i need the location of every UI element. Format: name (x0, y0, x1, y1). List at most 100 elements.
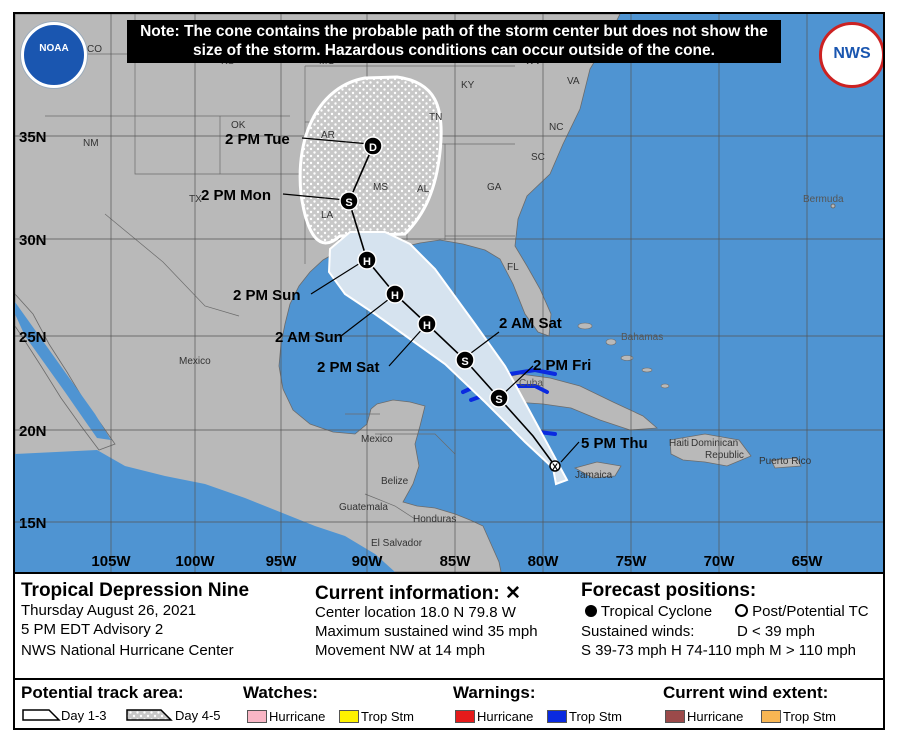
land-jamaica (573, 461, 622, 479)
lat-35n: 35N (19, 129, 47, 146)
label-2am-sat: 2 AM Sat (499, 315, 562, 332)
hurricane-warning-swatch (455, 710, 475, 723)
place-al: AL (417, 184, 430, 195)
lat-25n: 25N (19, 329, 47, 346)
forecast-point-mon: S (339, 191, 359, 211)
svg-text:S: S (495, 394, 502, 406)
lat-30n: 30N (19, 232, 47, 249)
lon-100w: 100W (175, 553, 215, 570)
place-republic: Republic (705, 450, 744, 461)
place-nm: NM (83, 138, 99, 149)
warnings-heading: Warnings: (453, 683, 536, 702)
storm-advisory: 5 PM EDT Advisory 2 (21, 621, 164, 638)
track-area-heading: Potential track area: (21, 683, 184, 702)
place-el-salvador: El Salvador (371, 538, 423, 549)
svg-text:S: S (345, 197, 352, 209)
forecast-point-sat-pm: H (417, 314, 437, 334)
current-position-marker: X (549, 460, 561, 472)
forecast-point-sat-am: S (455, 350, 475, 370)
place-guatemala: Guatemala (339, 502, 388, 513)
wind-extent-heading: Current wind extent: (663, 683, 829, 702)
hurricane-warning-label: Hurricane (477, 709, 534, 724)
lon-70w: 70W (704, 553, 736, 570)
current-x-icon: ✕ (505, 583, 521, 604)
svg-text:D: D (369, 142, 377, 154)
label-2pm-mon: 2 PM Mon (201, 187, 271, 204)
current-heading: Current information: ✕ (315, 583, 521, 604)
label-2pm-tue: 2 PM Tue (225, 131, 290, 148)
place-bahamas: Bahamas (621, 332, 663, 343)
trop-storm-warning-swatch (547, 710, 567, 723)
place-co: CO (87, 44, 102, 55)
place-jamaica: Jamaica (575, 470, 613, 481)
land-bermuda (830, 203, 836, 209)
svg-text:S: S (461, 356, 468, 368)
land-puerto-rico (770, 457, 802, 469)
svg-text:X: X (552, 462, 558, 472)
place-haiti: Haiti (669, 438, 689, 449)
trop-storm-watch-label: Trop Stm (361, 709, 414, 724)
trop-storm-warning-label: Trop Stm (569, 709, 622, 724)
disclaimer-note: Note: The cone contains the probable pat… (127, 20, 781, 63)
lon-65w: 65W (792, 553, 824, 570)
hurricane-watch-swatch (247, 710, 267, 723)
trop-storm-wind-label: Trop Stm (783, 709, 836, 724)
graticule (15, 14, 883, 572)
place-ok: OK (231, 120, 246, 131)
intensity-key: S 39-73 mph H 74-110 mph M > 110 mph (581, 642, 857, 659)
tropical-cyclone-key: Tropical Cyclone (585, 603, 712, 620)
label-5pm-thu: 5 PM Thu (581, 435, 648, 452)
lon-105w: 105W (91, 553, 131, 570)
movement: Movement NW at 14 mph (315, 642, 486, 659)
svg-text:H: H (423, 320, 431, 332)
place-cuba: Cuba (519, 378, 543, 389)
lat-15n: 15N (19, 515, 47, 532)
gulf-of-california (15, 302, 111, 440)
forecast-point-fri: S (489, 388, 509, 408)
place-bermuda: Bermuda (803, 194, 844, 205)
place-la: LA (321, 210, 334, 221)
label-2pm-fri: 2 PM Fri (533, 357, 591, 374)
forecast-point-sun-pm: H (357, 250, 377, 270)
trop-storm-wind-swatch (761, 710, 781, 723)
max-wind: Maximum sustained wind 35 mph (315, 623, 538, 640)
lon-80w: 80W (528, 553, 560, 570)
label-2pm-sun: 2 PM Sun (233, 287, 301, 304)
label-leaders (282, 137, 580, 463)
forecast-map: S S H H H S D X 2 PM Tue (15, 14, 883, 572)
watches-heading: Watches: (243, 683, 318, 702)
hurricane-wind-swatch (665, 710, 685, 723)
hurricane-wind-label: Hurricane (687, 709, 744, 724)
forecast-graphic: S S H H H S D X 2 PM Tue (13, 12, 885, 730)
legend-panel: Tropical Depression Nine Thursday August… (15, 572, 883, 728)
land-hispaniola (669, 433, 752, 467)
storm-title: Tropical Depression Nine (21, 580, 250, 601)
depression-key: D < 39 mph (737, 623, 815, 640)
nws-logo: NWS (819, 22, 883, 88)
lon-85w: 85W (440, 553, 472, 570)
place-fl: FL (507, 262, 519, 273)
place-va: VA (567, 76, 580, 87)
lon-95w: 95W (266, 553, 298, 570)
storm-date: Thursday August 26, 2021 (21, 602, 197, 619)
place-dominican: Dominican (691, 438, 738, 449)
trop-storm-watch-swatch (339, 710, 359, 723)
place-belize: Belize (381, 476, 409, 487)
place-ms: MS (373, 182, 388, 193)
lon-90w: 90W (352, 553, 384, 570)
issuing-center: NWS National Hurricane Center (21, 642, 234, 659)
place-ga: GA (487, 182, 502, 193)
open-circle-icon (735, 604, 748, 617)
day-4-5-icon (126, 709, 173, 721)
cone-day-4-5 (298, 75, 443, 245)
filled-circle-icon (585, 605, 597, 617)
place-ar: AR (321, 130, 335, 141)
place-mexico-south: Mexico (361, 434, 393, 445)
forecast-point-tue: D (363, 136, 383, 156)
day-4-5-label: Day 4-5 (175, 708, 221, 723)
forecast-point-sun-am: H (385, 284, 405, 304)
lat-20n: 20N (19, 423, 47, 440)
pacific-coast (15, 450, 395, 572)
hurricane-watch-label: Hurricane (269, 709, 326, 724)
legend-keys: Potential track area: Day 1-3 Day 4-5 Wa… (15, 678, 883, 728)
